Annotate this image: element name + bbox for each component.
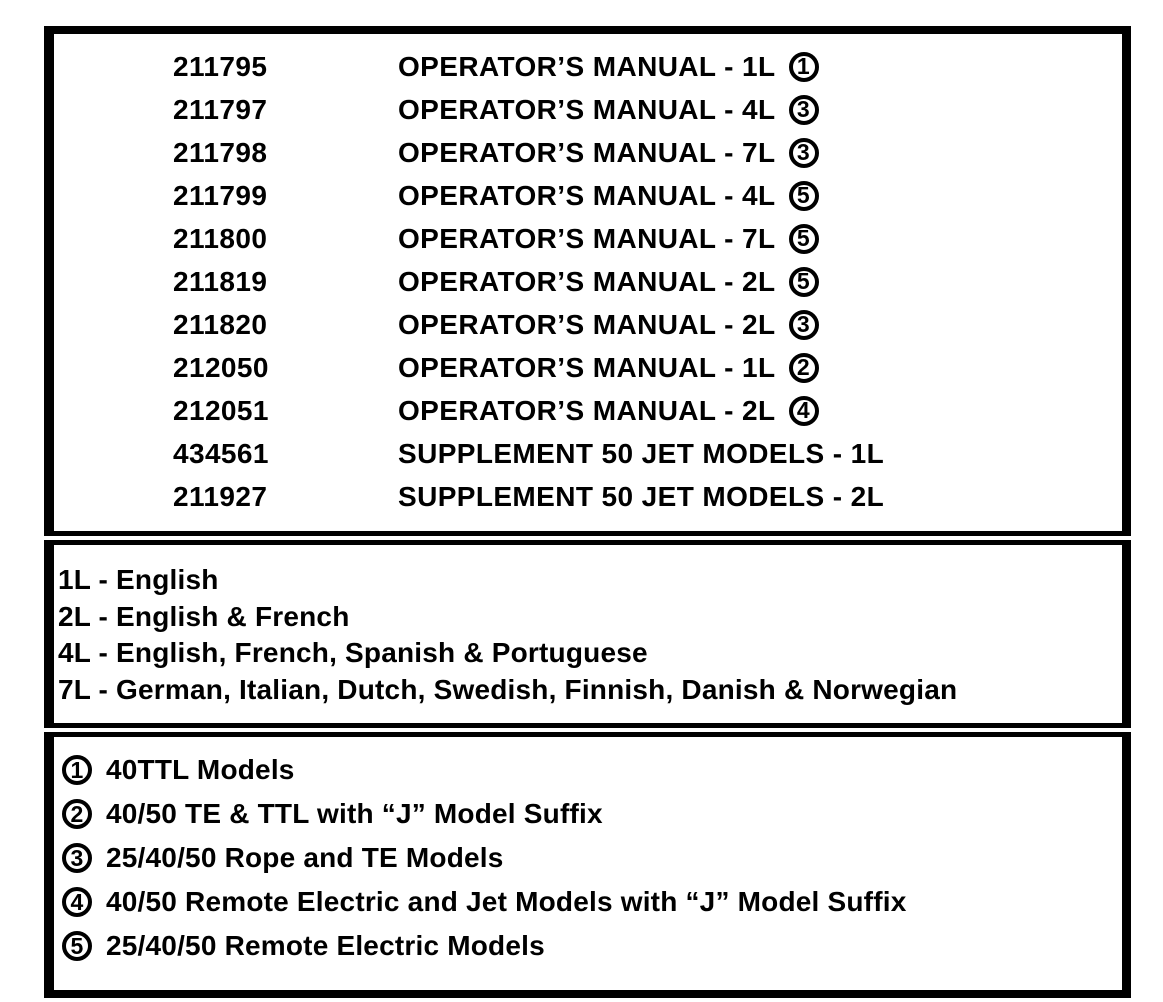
manual-description: OPERATOR’S MANUAL - 2L (398, 308, 776, 340)
table-row: 211795 OPERATOR’S MANUAL - 1L 1 (54, 45, 1122, 88)
part-number: 212050 (173, 351, 269, 383)
model-legend-label: 25/40/50 Rope and TE Models (106, 842, 504, 873)
list-item: 2 40/50 TE & TTL with “J” Model Suffix (62, 792, 1122, 836)
model-legend-label: 40/50 Remote Electric and Jet Models wit… (106, 886, 907, 917)
part-number: 212051 (173, 394, 269, 426)
table-row: 211799 OPERATOR’S MANUAL - 4L 5 (54, 174, 1122, 217)
footnote-circle: 5 (788, 223, 819, 254)
list-item: 4 40/50 Remote Electric and Jet Models w… (62, 880, 1122, 924)
list-item: 1 40TTL Models (62, 748, 1122, 792)
manual-description: SUPPLEMENT 50 JET MODELS - 2L (398, 480, 885, 512)
table-row: 211800 OPERATOR’S MANUAL - 7L 5 (54, 217, 1122, 260)
language-code-label: 1L - English (58, 564, 219, 596)
language-code-label: 4L - English, French, Spanish & Portugue… (58, 637, 648, 669)
footnote-circle: 3 (788, 309, 819, 340)
footnote-circle: 3 (788, 137, 819, 168)
part-number: 211798 (173, 136, 268, 168)
table-row: 434561 SUPPLEMENT 50 JET MODELS - 1L (54, 432, 1122, 475)
language-code-label: 7L - German, Italian, Dutch, Swedish, Fi… (58, 673, 958, 705)
model-legend-section: 1 40TTL Models 2 40/50 TE & TTL with “J”… (44, 732, 1131, 998)
list-item: 1L - English (58, 562, 1122, 599)
footnote-circle: 2 (788, 352, 819, 383)
manual-description: OPERATOR’S MANUAL - 4L (398, 93, 776, 125)
model-legend-label: 40/50 TE & TTL with “J” Model Suffix (106, 798, 603, 829)
footnote-circle: 2 (62, 799, 92, 829)
part-number: 211799 (173, 179, 268, 211)
footnote-circle: 5 (788, 180, 819, 211)
manual-description: OPERATOR’S MANUAL - 2L (398, 265, 776, 297)
part-number: 211927 (173, 480, 268, 512)
language-code-label: 2L - English & French (58, 600, 350, 632)
footnote-circle: 3 (788, 94, 819, 125)
manual-description: OPERATOR’S MANUAL - 7L (398, 222, 776, 254)
part-number: 434561 (173, 437, 269, 469)
footnote-circle: 4 (788, 395, 819, 426)
list-item: 7L - German, Italian, Dutch, Swedish, Fi… (58, 672, 1122, 709)
list-item: 4L - English, French, Spanish & Portugue… (58, 635, 1122, 672)
manual-list-section: 211795 OPERATOR’S MANUAL - 1L 1 211797 O… (44, 26, 1131, 536)
manual-description: OPERATOR’S MANUAL - 1L (398, 50, 776, 82)
part-number: 211819 (173, 265, 268, 297)
table-row: 211797 OPERATOR’S MANUAL - 4L 3 (54, 88, 1122, 131)
table-row: 212050 OPERATOR’S MANUAL - 1L 2 (54, 346, 1122, 389)
table-row: 211820 OPERATOR’S MANUAL - 2L 3 (54, 303, 1122, 346)
table-row: 212051 OPERATOR’S MANUAL - 2L 4 (54, 389, 1122, 432)
footnote-circle: 5 (62, 931, 92, 961)
manual-description: SUPPLEMENT 50 JET MODELS - 1L (398, 437, 885, 469)
manual-description: OPERATOR’S MANUAL - 2L (398, 394, 776, 426)
footnote-circle: 5 (788, 266, 819, 297)
part-number: 211820 (173, 308, 268, 340)
footnote-circle: 3 (62, 843, 92, 873)
footnote-circle: 1 (62, 755, 92, 785)
model-legend-label: 25/40/50 Remote Electric Models (106, 930, 545, 961)
language-legend-section: 1L - English 2L - English & French 4L - … (44, 540, 1131, 728)
list-item: 2L - English & French (58, 599, 1122, 636)
footnote-circle: 4 (62, 887, 92, 917)
list-item: 3 25/40/50 Rope and TE Models (62, 836, 1122, 880)
table-row: 211819 OPERATOR’S MANUAL - 2L 5 (54, 260, 1122, 303)
manual-description: OPERATOR’S MANUAL - 4L (398, 179, 776, 211)
part-number: 211795 (173, 50, 268, 82)
model-legend-label: 40TTL Models (106, 754, 295, 785)
list-item: 5 25/40/50 Remote Electric Models (62, 924, 1122, 968)
part-number: 211800 (173, 222, 268, 254)
manual-listing-frame: 211795 OPERATOR’S MANUAL - 1L 1 211797 O… (44, 26, 1131, 998)
table-row: 211927 SUPPLEMENT 50 JET MODELS - 2L (54, 475, 1122, 518)
manual-description: OPERATOR’S MANUAL - 7L (398, 136, 776, 168)
footnote-circle: 1 (788, 51, 819, 82)
table-row: 211798 OPERATOR’S MANUAL - 7L 3 (54, 131, 1122, 174)
manual-description: OPERATOR’S MANUAL - 1L (398, 351, 776, 383)
part-number: 211797 (173, 93, 268, 125)
